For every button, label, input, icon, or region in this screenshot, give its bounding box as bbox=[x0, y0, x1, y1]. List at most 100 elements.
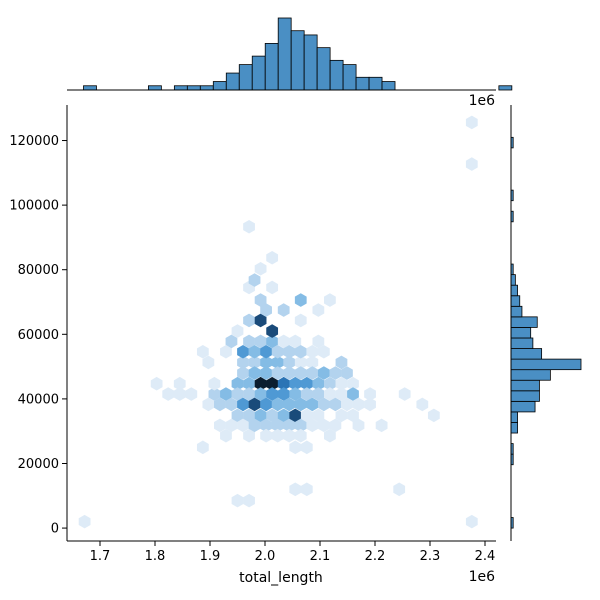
hexbin-cell bbox=[277, 387, 290, 401]
right-marginal-bar bbox=[510, 337, 534, 349]
hexbin-cell bbox=[225, 418, 238, 433]
hexbin-cell bbox=[329, 366, 342, 380]
hexbin-cell bbox=[254, 376, 267, 391]
hexbin-cell bbox=[312, 376, 325, 391]
hexbin-cell bbox=[277, 303, 290, 317]
hexbin-cell bbox=[231, 324, 244, 338]
hexbin-cell bbox=[294, 344, 307, 359]
hexbin-cell bbox=[289, 376, 302, 391]
hexbin-cell bbox=[243, 408, 255, 423]
hexbin-cell bbox=[306, 366, 319, 380]
hexbin-cell bbox=[294, 313, 307, 328]
hexbin-cell bbox=[260, 428, 272, 443]
hexbin-cell bbox=[375, 418, 388, 433]
y-axis-ticks: 0 20000 40000 60000 80000 100000 120000 bbox=[9, 134, 67, 537]
hexbin-cell bbox=[208, 376, 221, 391]
x-axis-offset-label: 1e6 bbox=[469, 569, 496, 585]
hexbin-cell bbox=[248, 344, 261, 359]
hexbin-cell bbox=[248, 366, 261, 380]
hexbin-cell bbox=[335, 355, 348, 370]
hexbin-cell bbox=[300, 482, 313, 497]
hexbin-cell bbox=[294, 355, 307, 370]
hexbin-cell bbox=[341, 366, 353, 380]
hexbin-cell bbox=[266, 250, 279, 265]
x-tick-label: 2.3 bbox=[420, 549, 441, 564]
hexbin-cell bbox=[341, 397, 353, 412]
top-marginal-bar bbox=[316, 47, 331, 91]
hexbin-cell bbox=[237, 355, 249, 370]
hexbin-cell bbox=[243, 387, 255, 401]
hexbin-cell bbox=[243, 493, 255, 508]
y-tick-label: 60000 bbox=[18, 328, 59, 343]
x-tick-label: 2.0 bbox=[255, 549, 276, 564]
hexbin-cell bbox=[271, 418, 284, 433]
hexbin-cell bbox=[294, 428, 307, 443]
hexbin-cell bbox=[225, 397, 238, 412]
hexbin-cell bbox=[324, 387, 336, 401]
hexbin-cell bbox=[266, 408, 279, 423]
top-marginal-bar bbox=[83, 85, 97, 91]
top-marginal-histogram: 1e6 bbox=[67, 17, 513, 109]
hexbin-cell bbox=[465, 115, 478, 130]
hexbin-cell bbox=[185, 387, 198, 401]
hexbin-cell bbox=[231, 376, 244, 391]
hexbin-cell bbox=[266, 280, 279, 295]
top-marginal-bar bbox=[329, 59, 344, 91]
hexbin-cell bbox=[266, 334, 279, 349]
hexbin-cell bbox=[300, 376, 313, 391]
right-marginal-bar bbox=[510, 274, 516, 286]
x-axis-label: total_length bbox=[239, 570, 323, 586]
right-marginal-bar bbox=[510, 358, 582, 371]
hexbin-cell bbox=[243, 313, 255, 328]
hexbin-cell bbox=[266, 324, 279, 338]
hexbin-cell bbox=[416, 397, 429, 412]
y-tick-label: 20000 bbox=[18, 457, 59, 472]
top-marginal-bar bbox=[186, 85, 201, 91]
hexbin-cell bbox=[289, 440, 302, 455]
x-tick-label: 1.9 bbox=[200, 549, 221, 564]
top-marginal-bar bbox=[368, 76, 383, 91]
hexbin-plot: 1.7 1.8 1.9 2.0 2.1 2.2 2.3 2.4 0 20000 40000 6000… bbox=[9, 105, 496, 586]
right-marginal-bar bbox=[510, 295, 521, 307]
hexbin-cell bbox=[335, 376, 348, 391]
hexbin-cell bbox=[254, 293, 267, 307]
hexbin-cell bbox=[465, 157, 478, 171]
hexbin-cell bbox=[317, 418, 330, 433]
right-marginal-bars bbox=[510, 136, 582, 529]
hexbin-cell bbox=[294, 418, 307, 433]
top-marginal-bar bbox=[225, 72, 240, 91]
hexbin-cell bbox=[347, 376, 359, 391]
hexbin-cell bbox=[254, 334, 267, 349]
hexbin-cell bbox=[271, 344, 284, 359]
x-tick-label: 1.8 bbox=[145, 549, 166, 564]
hexbin-cell bbox=[260, 418, 272, 433]
x-tick-label: 2.4 bbox=[475, 549, 496, 564]
hexbin-cell bbox=[271, 397, 284, 412]
top-marginal-offset-label: 1e6 bbox=[469, 93, 496, 109]
top-marginal-bar bbox=[355, 76, 370, 91]
hexbin-cell bbox=[237, 418, 249, 433]
hexbin-cell bbox=[306, 418, 319, 433]
top-marginal-bar bbox=[498, 85, 513, 91]
hexbin-cell bbox=[294, 397, 307, 412]
hexbin-cell bbox=[300, 440, 313, 455]
hexbin-cell bbox=[312, 387, 325, 401]
hexbin-cell bbox=[324, 428, 336, 443]
hexbin-cell bbox=[266, 387, 279, 401]
hexbin-cell bbox=[243, 428, 255, 443]
hexbin-cell bbox=[254, 313, 267, 328]
hexbin-cell bbox=[248, 397, 261, 412]
right-marginal-histogram bbox=[510, 105, 582, 541]
hexbin-cell bbox=[260, 366, 272, 380]
hexbin-cell bbox=[266, 376, 279, 391]
hexbin-cell bbox=[289, 408, 302, 423]
hexbin-cell bbox=[220, 428, 232, 443]
hexbin-cell bbox=[335, 387, 348, 401]
hexbin-cell bbox=[393, 482, 406, 497]
hexbin-cell bbox=[271, 366, 284, 380]
hexbin-cell bbox=[312, 303, 325, 317]
hexbin-cell bbox=[277, 376, 290, 391]
top-marginal-bar bbox=[342, 64, 357, 91]
right-marginal-bar bbox=[510, 411, 518, 423]
